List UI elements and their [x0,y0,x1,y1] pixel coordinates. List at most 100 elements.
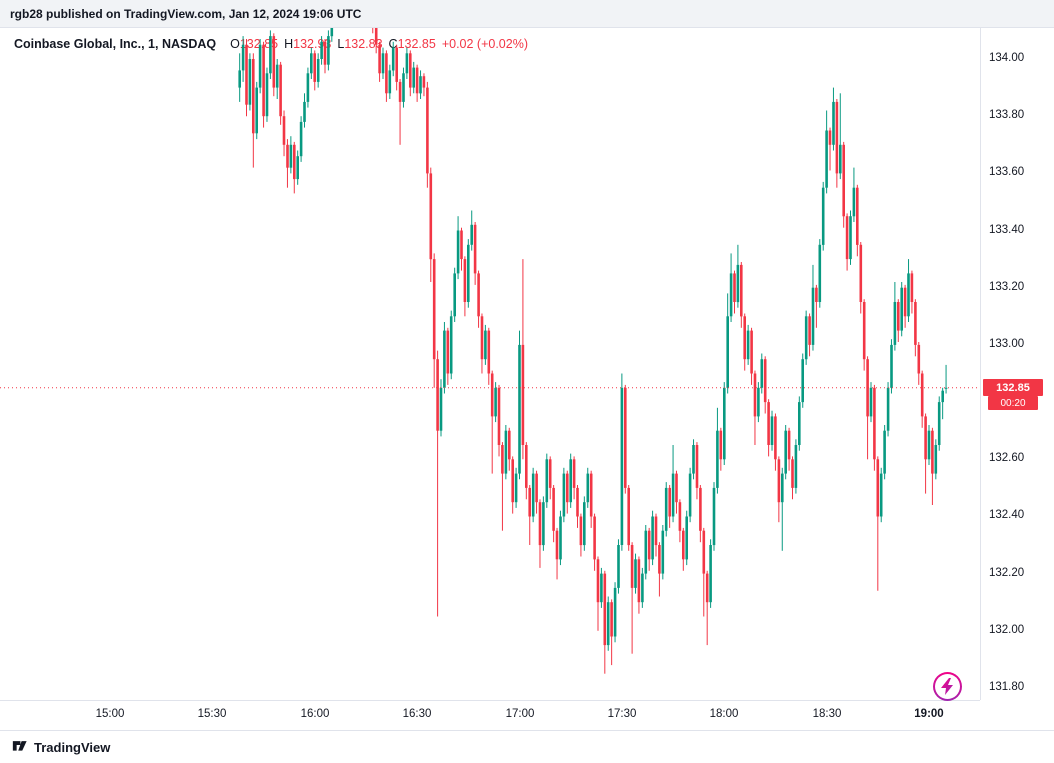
candle [869,382,873,423]
candle [692,439,695,480]
candle [709,539,712,608]
candle [716,407,719,494]
candle [668,485,671,528]
candle [306,67,310,108]
candle [514,467,518,508]
candle [798,396,801,451]
candle [241,36,245,82]
candle [439,379,443,437]
candle [555,527,559,580]
candle [494,382,497,423]
candle [436,350,439,617]
candle [372,28,374,34]
candle [453,267,456,322]
candle [422,73,426,97]
candle [572,456,576,500]
candle [327,30,330,71]
candle [600,567,603,608]
candle [699,485,702,543]
candle [381,47,385,79]
candle [589,470,593,528]
candle [258,39,262,94]
time-tick-label: 18:00 [709,708,739,720]
candle [245,39,248,117]
candle [586,467,590,508]
candle [269,30,272,79]
candle [903,284,907,328]
candle [525,442,528,500]
candle [811,264,815,351]
candle [559,510,562,566]
candle [920,370,924,428]
candle [862,299,866,371]
candle [583,496,586,551]
candle [374,28,378,54]
candle [818,239,822,308]
candle [651,510,654,566]
candle [272,33,276,97]
candle [613,582,617,643]
candle [671,445,675,523]
candle [265,67,269,122]
candles-layer [238,28,948,674]
candle [675,470,678,514]
lightning-icon [935,674,960,699]
candlestick-canvas[interactable] [0,28,980,700]
candle [443,322,446,394]
tradingview-brand-link[interactable]: TradingView [10,735,110,759]
candle [839,93,842,180]
candle [835,99,839,188]
candle [531,467,535,523]
candle [566,470,569,514]
time-axis[interactable]: 15:00 15:30 16:00 16:30 17:00 17:30 18:00 18:30… [0,700,980,730]
price-tick-label: 133.80 [989,109,1025,121]
tradingview-logo-icon [10,735,29,759]
price-tick-label: 132.00 [989,624,1025,636]
candle [883,425,886,480]
candle [542,496,545,551]
candle [726,293,729,394]
candle [552,485,555,543]
time-tick-label: 15:30 [197,708,227,720]
candle [303,93,306,128]
time-tick-label: 16:00 [300,708,330,720]
open-label: O [230,37,240,51]
candle [931,427,934,505]
candle [617,539,620,594]
candle [518,330,521,480]
candle [757,382,760,423]
candle [664,482,668,537]
open-value: 132.85 [239,37,279,51]
candle [275,59,279,99]
price-axis[interactable]: 134.00 133.80 133.60 133.40 133.20 133.00 132.… [980,28,1054,700]
symbol-title[interactable]: Coinbase Global, Inc., 1, NASDAQ [14,37,217,51]
current-price-label: 132.85 [983,379,1043,396]
candle [634,553,637,594]
candle [606,596,610,651]
candle [252,53,255,168]
candle [415,64,419,102]
candle [562,467,566,523]
candle [893,282,897,351]
publish-info-link[interactable]: rgb28 published on TradingView.com, Jan … [10,6,362,21]
boost-button[interactable] [933,672,962,701]
candle [641,567,644,608]
candle [620,373,624,551]
candle [804,310,808,365]
candle [688,467,692,523]
candle [576,485,579,528]
candle [794,439,798,494]
candle [828,127,832,171]
candle [852,167,856,222]
candle [262,41,265,128]
candle [316,53,320,88]
candle [449,310,453,380]
candle [378,41,381,82]
candle [310,47,313,79]
candle [467,239,470,308]
candle [845,213,849,271]
time-tick-label: 18:30 [812,708,842,720]
candle [391,41,395,77]
candle [419,70,422,99]
candle [429,167,433,282]
